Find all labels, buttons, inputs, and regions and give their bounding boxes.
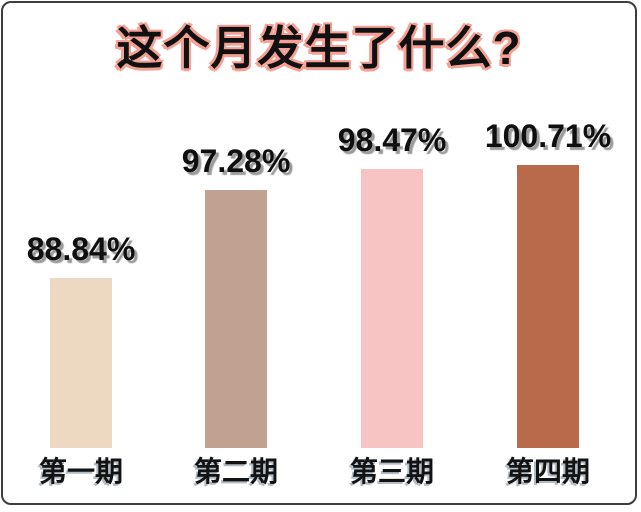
bar-category-label: 第四期: [505, 456, 591, 487]
bar-chart: 88.84% 第一期 97.28% 第二期 98.47% 第三期 100.71%…: [3, 3, 635, 503]
bar-value-label: 98.47%: [337, 122, 447, 158]
bar-group: 98.47% 第三期: [312, 122, 472, 486]
bar: [517, 165, 579, 448]
bar-category-label: 第三期: [349, 456, 435, 487]
bar-group: 88.84% 第一期: [3, 231, 161, 486]
bar-category-label: 第一期: [38, 456, 124, 487]
bar-category-label: 第二期: [193, 456, 279, 487]
chart-title: 这个月发生了什么?: [116, 22, 522, 74]
bar: [205, 190, 267, 448]
bar: [50, 278, 112, 448]
bar-value-label: 88.84%: [26, 231, 136, 267]
bar: [361, 169, 423, 448]
bar-value-label: 100.71%: [484, 118, 612, 154]
bar-group: 100.71% 第四期: [468, 118, 628, 486]
bar-value-label: 97.28%: [181, 143, 291, 179]
slide-canvas: 这个月发生了什么? 88.84% 第一期 97.28% 第二期 98.47% 第…: [1, 1, 637, 505]
bar-group: 97.28% 第二期: [156, 143, 316, 486]
